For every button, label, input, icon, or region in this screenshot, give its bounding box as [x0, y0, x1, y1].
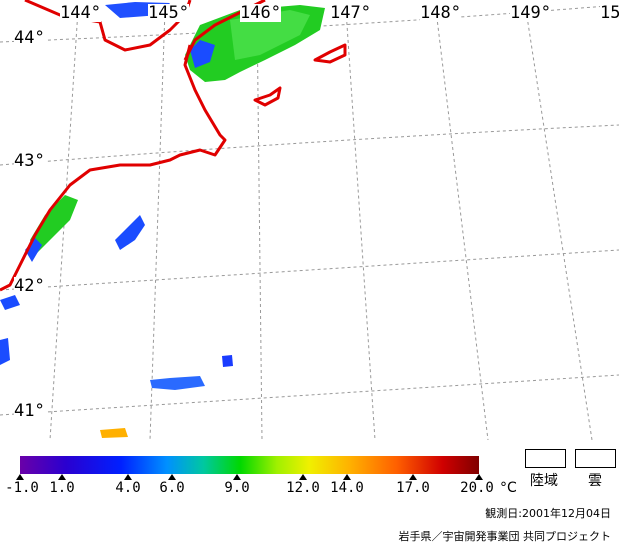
- longitude-label-148: 148°: [420, 3, 461, 23]
- meridian-149: [525, 9, 593, 440]
- legend-tick-mark: [124, 474, 132, 480]
- graticule: [0, 4, 619, 440]
- sst-patch-south-2: [100, 428, 128, 438]
- latitude-label-42: 42°: [14, 276, 45, 296]
- parallel-44: [0, 4, 619, 43]
- sst-map: [0, 0, 619, 440]
- legend-tick-label: 12.0: [286, 480, 320, 496]
- sst-patch-offshore: [115, 215, 145, 250]
- legend-tick-mark: [343, 474, 351, 480]
- sst-patches: [0, 2, 325, 438]
- sst-patch-south-1: [150, 376, 205, 390]
- map-background: [0, 0, 619, 440]
- legend-tick-label: 14.0: [330, 480, 364, 496]
- land-mask-label: 陸域: [530, 473, 558, 489]
- legend-tick-mark: [409, 474, 417, 480]
- coastline-nemuro: [0, 44, 227, 292]
- sst-patch-west-edge: [0, 338, 10, 365]
- longitude-label-144: 144°: [60, 3, 101, 23]
- longitude-label-147: 147°: [330, 3, 371, 23]
- parallel-41: [0, 374, 619, 416]
- sst-patch-cape: [0, 295, 20, 310]
- parallel-42: [0, 249, 619, 291]
- sst-patch-south-3: [222, 355, 233, 367]
- legend-tick-mark: [233, 474, 241, 480]
- legend-tick-label: 6.0: [159, 480, 185, 496]
- legend-tick-mark: [475, 474, 483, 480]
- legend-unit: °C: [500, 480, 517, 496]
- sst-patch-northeast-core: [230, 10, 310, 60]
- latitude-label-41: 41°: [14, 401, 45, 421]
- legend-tick-mark: [58, 474, 66, 480]
- legend-tick-mark: [16, 474, 24, 480]
- temperature-color-bar: [20, 456, 479, 474]
- longitude-label-145: 145°: [148, 3, 189, 23]
- coastline-shikotan: [253, 86, 282, 107]
- legend-tick-label: 9.0: [224, 480, 250, 496]
- credit-text: 岩手県／宇宙開発事業団 共同プロジェクト: [398, 530, 612, 543]
- longitude-label-146: 146°: [240, 3, 281, 23]
- cloud-mask-label: 雲: [588, 473, 602, 489]
- latitude-label-44: 44°: [14, 28, 45, 48]
- land-mask-swatch: [525, 449, 566, 468]
- sst-patch-coast-west: [30, 195, 78, 255]
- legend-tick-label: -1.0: [5, 480, 39, 496]
- sst-patch-northeast-edge: [190, 40, 215, 68]
- coastline-etorofu: [313, 43, 347, 64]
- meridian-148: [435, 9, 489, 440]
- cloud-mask-swatch: [575, 449, 616, 468]
- latitude-label-43: 43°: [14, 151, 45, 171]
- longitude-label-150: 15: [600, 3, 619, 23]
- legend-tick-label: 20.0: [460, 480, 494, 496]
- legend-tick-mark: [299, 474, 307, 480]
- legend-tick-label: 1.0: [49, 480, 75, 496]
- observation-date: 観測日:2001年12月04日: [485, 507, 611, 520]
- legend-tick-label: 4.0: [115, 480, 141, 496]
- longitude-label-149: 149°: [510, 3, 551, 23]
- sst-patch-coast-west-blue: [25, 238, 42, 262]
- legend-tick-label: 17.0: [396, 480, 430, 496]
- legend-tick-mark: [168, 474, 176, 480]
